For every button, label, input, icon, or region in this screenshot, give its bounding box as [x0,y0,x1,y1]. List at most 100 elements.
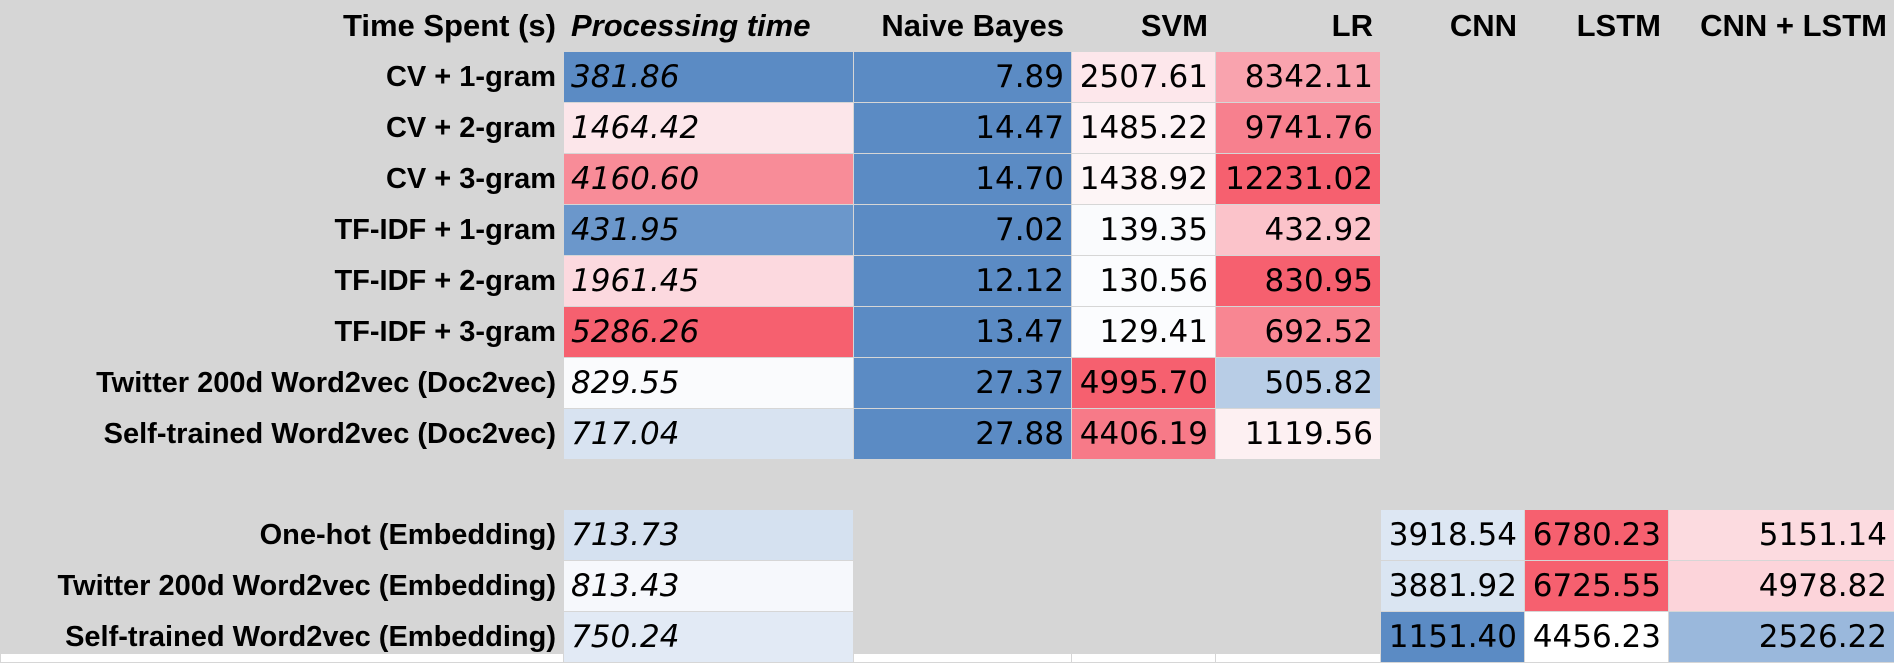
lstm-cell[interactable]: 6780.23 [1525,510,1669,561]
svm-cell[interactable]: 4995.70 [1072,358,1216,409]
header-cnn[interactable]: CNN [1381,1,1525,52]
naive-bayes-cell[interactable]: 12.12 [854,256,1072,307]
lstm-cell[interactable] [1525,154,1669,205]
row-label-cell[interactable]: TF-IDF + 3-gram [1,307,564,358]
lr-cell[interactable]: 432.92 [1216,205,1381,256]
svm-cell[interactable] [1072,612,1216,663]
row-label-cell[interactable]: CV + 3-gram [1,154,564,205]
lr-cell[interactable] [1216,612,1381,663]
header-naive-bayes[interactable]: Naive Bayes [854,1,1072,52]
row-label-cell[interactable]: CV + 2-gram [1,103,564,154]
cnn-lstm-cell[interactable] [1669,103,1894,154]
cnn-lstm-cell[interactable] [1669,205,1894,256]
header-lr[interactable]: LR [1216,1,1381,52]
cnn-cell[interactable] [1381,103,1525,154]
lr-cell[interactable]: 505.82 [1216,358,1381,409]
lr-cell[interactable] [1216,561,1381,612]
svm-cell[interactable]: 4406.19 [1072,409,1216,460]
blank-cell[interactable] [1525,460,1669,510]
svm-cell[interactable]: 1485.22 [1072,103,1216,154]
processing-time-cell[interactable]: 1961.45 [564,256,854,307]
processing-time-cell[interactable]: 5286.26 [564,307,854,358]
header-cnn-lstm[interactable]: CNN + LSTM [1669,1,1894,52]
processing-time-cell[interactable]: 813.43 [564,561,854,612]
lr-cell[interactable]: 9741.76 [1216,103,1381,154]
svm-cell[interactable]: 1438.92 [1072,154,1216,205]
lr-cell[interactable]: 830.95 [1216,256,1381,307]
header-svm[interactable]: SVM [1072,1,1216,52]
cnn-cell[interactable]: 3881.92 [1381,561,1525,612]
cnn-cell[interactable] [1381,409,1525,460]
cnn-lstm-cell[interactable] [1669,52,1894,103]
cnn-lstm-cell[interactable] [1669,358,1894,409]
row-label-cell[interactable]: One-hot (Embedding) [1,510,564,561]
row-label-cell[interactable]: Self-trained Word2vec (Doc2vec) [1,409,564,460]
blank-cell[interactable] [1072,460,1216,510]
lstm-cell[interactable] [1525,358,1669,409]
cnn-lstm-cell[interactable]: 4978.82 [1669,561,1894,612]
cnn-cell[interactable] [1381,52,1525,103]
naive-bayes-cell[interactable]: 7.89 [854,52,1072,103]
lstm-cell[interactable]: 4456.23 [1525,612,1669,663]
blank-cell[interactable] [854,460,1072,510]
cnn-cell[interactable] [1381,205,1525,256]
svm-cell[interactable] [1072,510,1216,561]
processing-time-cell[interactable]: 829.55 [564,358,854,409]
lstm-cell[interactable] [1525,103,1669,154]
lstm-cell[interactable]: 6725.55 [1525,561,1669,612]
row-label-cell[interactable]: CV + 1-gram [1,52,564,103]
cnn-cell[interactable]: 1151.40 [1381,612,1525,663]
lstm-cell[interactable] [1525,409,1669,460]
processing-time-cell[interactable]: 4160.60 [564,154,854,205]
lstm-cell[interactable] [1525,256,1669,307]
cnn-lstm-cell[interactable] [1669,307,1894,358]
lr-cell[interactable] [1216,510,1381,561]
svm-cell[interactable]: 2507.61 [1072,52,1216,103]
lstm-cell[interactable] [1525,307,1669,358]
naive-bayes-cell[interactable]: 27.37 [854,358,1072,409]
processing-time-cell[interactable]: 381.86 [564,52,854,103]
blank-cell[interactable] [1669,460,1894,510]
lr-cell[interactable]: 12231.02 [1216,154,1381,205]
naive-bayes-cell[interactable]: 7.02 [854,205,1072,256]
header-time-spent[interactable]: Time Spent (s) [1,1,564,52]
lstm-cell[interactable] [1525,205,1669,256]
naive-bayes-cell[interactable]: 27.88 [854,409,1072,460]
blank-cell[interactable] [1,460,564,510]
cnn-lstm-cell[interactable] [1669,256,1894,307]
cnn-lstm-cell[interactable]: 2526.22 [1669,612,1894,663]
blank-cell[interactable] [1381,460,1525,510]
naive-bayes-cell[interactable]: 14.70 [854,154,1072,205]
cnn-lstm-cell[interactable] [1669,409,1894,460]
naive-bayes-cell[interactable]: 13.47 [854,307,1072,358]
header-processing-time[interactable]: Processing time [564,1,854,52]
naive-bayes-cell[interactable] [854,510,1072,561]
cnn-cell[interactable]: 3918.54 [1381,510,1525,561]
lr-cell[interactable]: 1119.56 [1216,409,1381,460]
cnn-cell[interactable] [1381,358,1525,409]
header-lstm[interactable]: LSTM [1525,1,1669,52]
processing-time-cell[interactable]: 1464.42 [564,103,854,154]
cnn-cell[interactable] [1381,256,1525,307]
blank-cell[interactable] [564,460,854,510]
lstm-cell[interactable] [1525,52,1669,103]
lr-cell[interactable]: 692.52 [1216,307,1381,358]
row-label-cell[interactable]: TF-IDF + 2-gram [1,256,564,307]
naive-bayes-cell[interactable]: 14.47 [854,103,1072,154]
svm-cell[interactable]: 129.41 [1072,307,1216,358]
cnn-cell[interactable] [1381,307,1525,358]
svm-cell[interactable] [1072,561,1216,612]
row-label-cell[interactable]: Twitter 200d Word2vec (Doc2vec) [1,358,564,409]
processing-time-cell[interactable]: 431.95 [564,205,854,256]
cnn-lstm-cell[interactable]: 5151.14 [1669,510,1894,561]
cnn-cell[interactable] [1381,154,1525,205]
lr-cell[interactable]: 8342.11 [1216,52,1381,103]
processing-time-cell[interactable]: 713.73 [564,510,854,561]
naive-bayes-cell[interactable] [854,612,1072,663]
svm-cell[interactable]: 139.35 [1072,205,1216,256]
svm-cell[interactable]: 130.56 [1072,256,1216,307]
naive-bayes-cell[interactable] [854,561,1072,612]
processing-time-cell[interactable]: 717.04 [564,409,854,460]
row-label-cell[interactable]: Self-trained Word2vec (Embedding) [1,612,564,663]
row-label-cell[interactable]: Twitter 200d Word2vec (Embedding) [1,561,564,612]
